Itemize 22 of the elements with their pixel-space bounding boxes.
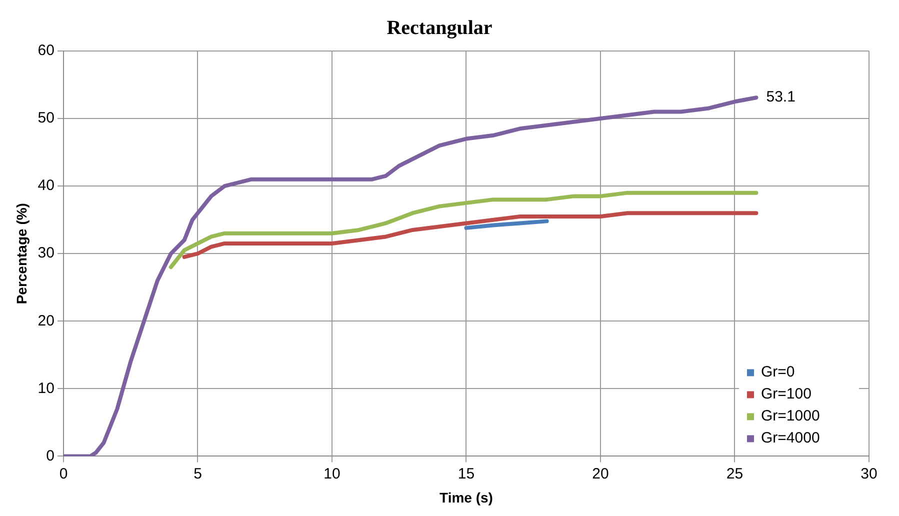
x-tick-label: 5 — [194, 465, 202, 482]
x-tick-label: 15 — [458, 465, 475, 482]
legend-label: Gr=4000 — [761, 429, 820, 446]
x-tick-label: 30 — [860, 465, 878, 482]
legend-label: Gr=100 — [761, 385, 812, 402]
y-tick-label: 40 — [38, 177, 54, 194]
x-tick-label: 10 — [324, 465, 340, 482]
chart-title: Rectangular — [386, 17, 492, 40]
y-axis-title: Percentage (%) — [13, 203, 30, 304]
y-tick-label: 20 — [38, 312, 54, 330]
y-tick-label: 60 — [38, 42, 54, 60]
x-tick-label: 20 — [592, 465, 609, 482]
y-tick-label: 50 — [38, 110, 54, 127]
x-tick-label: 0 — [59, 465, 68, 482]
legend-label: Gr=0 — [761, 363, 795, 380]
legend-label: Gr=1000 — [761, 407, 820, 424]
x-tick-label: 25 — [726, 465, 744, 482]
annotation: 53.1 — [766, 88, 796, 106]
y-tick-label: 30 — [38, 244, 54, 262]
y-tick-label: 10 — [38, 380, 54, 397]
x-axis-title: Time (s) — [440, 489, 493, 506]
y-tick-label: 0 — [46, 447, 54, 464]
